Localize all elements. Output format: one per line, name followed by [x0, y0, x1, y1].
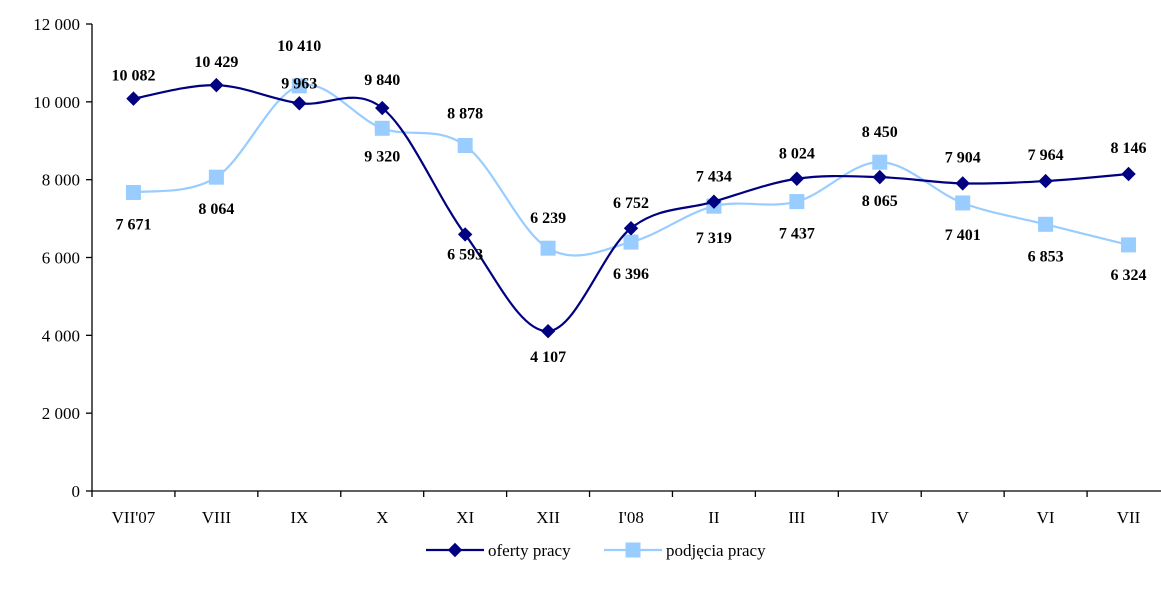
legend-item: oferty pracy: [426, 541, 571, 560]
legend-label: oferty pracy: [488, 541, 571, 560]
data-point: [125, 184, 141, 200]
data-label: 7 437: [779, 226, 815, 243]
x-tick-label: IV: [871, 508, 890, 527]
data-label: 7 434: [696, 169, 732, 186]
x-tick-label: III: [788, 508, 805, 527]
data-point: [375, 100, 390, 116]
series-oferty-pracy: [126, 77, 1136, 339]
data-point: [623, 234, 639, 250]
y-tick-label: 4 000: [42, 326, 80, 345]
data-point: [1121, 237, 1137, 253]
x-tick-label: IX: [290, 508, 308, 527]
y-tick-label: 2 000: [42, 404, 80, 423]
x-tick-label: XII: [536, 508, 560, 527]
data-label: 7 904: [945, 149, 981, 166]
data-label: 8 024: [779, 146, 815, 163]
legend-item: podjęcia pracy: [604, 541, 766, 560]
data-label: 10 429: [194, 54, 238, 71]
x-tick-label: VI: [1037, 508, 1055, 527]
legend-marker: [625, 542, 641, 558]
x-axis-ticks: VII'07 VIII IX X XI XII I'08 II III IV V VI VII: [91, 491, 1141, 527]
data-label: 6 853: [1028, 248, 1064, 265]
data-point: [374, 120, 390, 136]
y-axis-ticks: 0 2 000 4 000 6 000 8 000 10 000 12 000: [33, 15, 92, 501]
data-point: [872, 169, 887, 185]
legend-marker: [447, 542, 463, 558]
data-label: 6 239: [530, 210, 566, 227]
data-label: 7 401: [945, 227, 981, 244]
data-point: [457, 137, 473, 153]
data-labels: 7 671 8 064 10 410 9 320 8 878 6 239 6 396 7 31…: [111, 38, 1146, 366]
legend-label: podjęcia pracy: [666, 541, 766, 560]
data-point: [540, 240, 556, 256]
x-tick-label: VII: [1117, 508, 1141, 527]
x-tick-label: VII'07: [112, 508, 156, 527]
data-label: 8 065: [862, 193, 898, 210]
data-label: 7 319: [696, 230, 732, 247]
data-point: [955, 195, 971, 211]
series-layer: [125, 77, 1137, 339]
data-label: 8 064: [198, 201, 234, 218]
data-label: 8 146: [1111, 140, 1147, 157]
data-point: [126, 91, 141, 106]
data-label: 8 450: [862, 124, 898, 141]
x-tick-label: XI: [456, 508, 474, 527]
data-point: [540, 323, 556, 339]
data-point: [789, 171, 805, 186]
data-point: [208, 169, 224, 185]
y-tick-label: 8 000: [42, 171, 80, 190]
data-point: [1038, 216, 1054, 232]
data-label: 6 752: [613, 195, 649, 212]
data-point: [1121, 166, 1136, 182]
data-point: [1038, 173, 1053, 189]
y-tick-label: 12 000: [33, 15, 80, 34]
data-label: 9 840: [364, 72, 400, 89]
data-label: 10 082: [111, 68, 155, 85]
data-label: 10 410: [277, 38, 321, 55]
data-point: [209, 77, 224, 93]
data-point: [291, 78, 307, 94]
data-point: [872, 154, 888, 170]
data-point: [789, 194, 805, 210]
data-label: 8 878: [447, 105, 483, 122]
data-point: [706, 194, 722, 209]
data-point: [292, 96, 307, 111]
data-label: 9 963: [281, 75, 317, 92]
data-point: [955, 176, 970, 191]
data-point: [457, 227, 473, 242]
x-tick-label: II: [708, 508, 720, 527]
legend: oferty pracy podjęcia pracy: [426, 541, 766, 560]
x-tick-label: VIII: [202, 508, 232, 527]
axes: [91, 24, 1161, 492]
y-tick-label: 0: [72, 482, 81, 501]
x-tick-label: I'08: [618, 508, 644, 527]
data-label: 4 107: [530, 349, 566, 366]
data-label: 7 964: [1028, 147, 1064, 164]
y-tick-label: 6 000: [42, 249, 80, 268]
x-tick-label: X: [376, 508, 388, 527]
data-label: 7 671: [115, 216, 151, 233]
y-tick-label: 10 000: [33, 93, 80, 112]
data-label: 9 320: [364, 148, 400, 165]
data-label: 6 593: [447, 246, 483, 263]
x-tick-label: V: [957, 508, 970, 527]
data-point: [623, 221, 639, 236]
data-label: 6 324: [1111, 267, 1147, 284]
data-label: 6 396: [613, 266, 649, 283]
